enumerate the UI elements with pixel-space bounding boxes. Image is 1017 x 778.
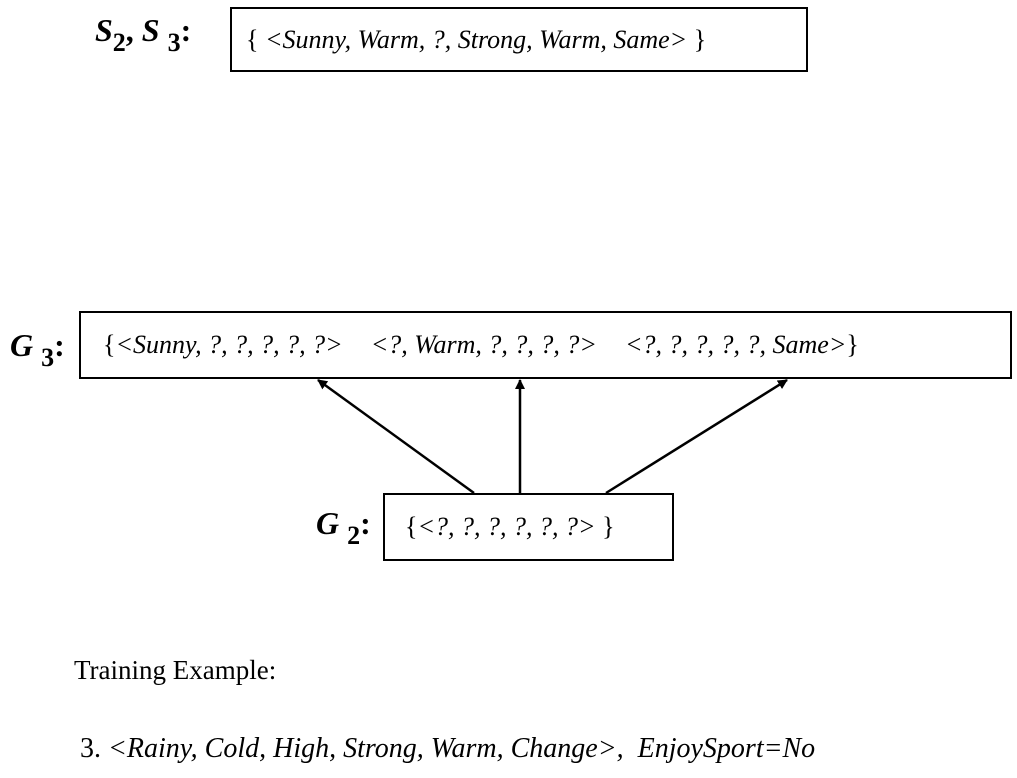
g2-letter: G: [316, 505, 340, 541]
s-subscript-3: 3: [167, 28, 181, 57]
g3-hypothesis-3: <?, ?, ?, ?, ?, Same>: [624, 330, 847, 359]
training-example-line: 3. <Rainy, Cold, High, Strong, Warm, Cha…: [80, 733, 815, 765]
s-letter: S: [95, 12, 113, 48]
g2-boundary-label: G 2:: [316, 505, 371, 550]
s-comma: ,: [125, 12, 134, 48]
g3-letter: G: [10, 327, 34, 363]
s-subscript-2: 2: [112, 28, 126, 57]
g3-colon: :: [54, 327, 65, 363]
s-boundary-box: { <Sunny, Warm, ?, Strong, Warm, Same> }: [230, 7, 808, 72]
g3-open-brace: {: [103, 330, 116, 359]
g3-subscript: 3: [41, 343, 55, 372]
g3-close-brace: }: [846, 330, 859, 359]
g2-subscript: 2: [347, 521, 361, 550]
s-letter-2: S: [141, 12, 160, 48]
arrow-to-h3: [605, 378, 788, 495]
example-instance: <Rainy, Cold, High, Strong, Warm, Change…: [108, 733, 624, 764]
s-colon: :: [180, 12, 192, 48]
g3-hypothesis-1: <Sunny, ?, ?, ?, ?, ?>: [115, 330, 343, 359]
example-target: EnjoySport=No: [637, 733, 816, 764]
g3-boundary-box: {<Sunny, ?, ?, ?, ?, ?> <?, Warm, ?, ?, ?…: [79, 311, 1012, 379]
g3-hypothesis-2: <?, Warm, ?, ?, ?, ?>: [370, 330, 597, 359]
s-close-brace: }: [693, 24, 707, 54]
g2-colon: :: [360, 505, 371, 541]
g2-close-brace: }: [602, 512, 615, 541]
g2-open-brace: {: [405, 512, 418, 541]
g3-boundary-label: G 3:: [10, 327, 65, 372]
s-hypothesis: <Sunny, Warm, ?, Strong, Warm, Same>: [264, 24, 688, 54]
arrow-to-h1: [317, 378, 475, 495]
s-open-brace: {: [246, 24, 259, 54]
example-number: 3.: [80, 733, 101, 764]
s-boundary-label: S2, S 3:: [95, 12, 192, 57]
training-heading: Training Example:: [74, 655, 277, 685]
g2-boundary-box: {<?, ?, ?, ?, ?, ?> }: [383, 493, 674, 561]
g2-hypothesis: <?, ?, ?, ?, ?, ?>: [417, 512, 596, 541]
